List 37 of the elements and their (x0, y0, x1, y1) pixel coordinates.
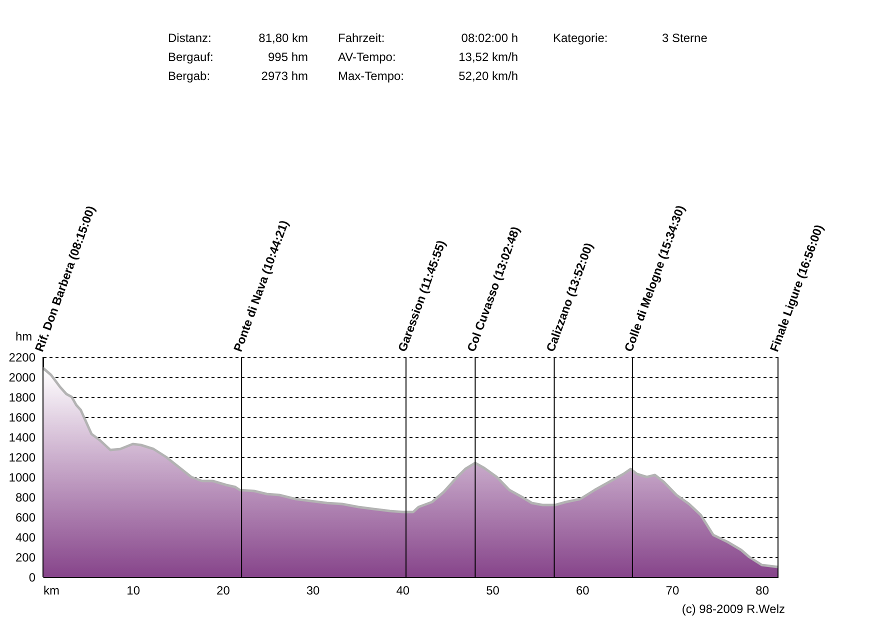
text: Fahrzeit: (338, 31, 385, 45)
text: 3 Sterne (662, 31, 708, 45)
y-tick-label: 0 (28, 570, 36, 584)
text: 08:02:00 h (461, 31, 518, 45)
x-axis-title: km (44, 584, 60, 598)
x-tick-label: 30 (306, 584, 320, 598)
text: Distanz: (168, 31, 212, 45)
y-tick-label: 200 (15, 550, 36, 564)
y-tick-label: 2000 (8, 370, 36, 384)
y-tick-label: 800 (15, 490, 36, 504)
x-tick-label: 70 (666, 584, 680, 598)
y-tick-label: 1000 (8, 470, 36, 484)
text: 2973 hm (261, 69, 308, 83)
x-tick-label: 20 (216, 584, 230, 598)
text: Bergab: (168, 69, 210, 83)
y-tick-label: 1200 (8, 450, 36, 464)
text: (c) 98-2009 R.Welz (682, 602, 785, 616)
y-axis-title: hm (16, 330, 32, 344)
text: Kategorie: (553, 31, 608, 45)
text: Bergauf: (168, 50, 214, 64)
text: 13,52 km/h (458, 50, 518, 64)
text: 81,80 km (258, 31, 308, 45)
x-tick-label: 50 (486, 584, 500, 598)
text: 995 hm (268, 50, 308, 64)
text: AV-Tempo: (338, 50, 396, 64)
x-tick-label: 80 (756, 584, 770, 598)
y-tick-label: 2200 (8, 350, 36, 364)
x-tick-label: 40 (396, 584, 410, 598)
y-tick-label: 1400 (8, 430, 36, 444)
text: 52,20 km/h (458, 69, 518, 83)
y-tick-label: 400 (15, 530, 36, 544)
y-tick-label: 600 (15, 510, 36, 524)
x-tick-label: 10 (126, 584, 140, 598)
text: Max-Tempo: (338, 69, 404, 83)
y-tick-label: 1600 (8, 410, 36, 424)
x-tick-label: 60 (576, 584, 590, 598)
y-tick-label: 1800 (8, 390, 36, 404)
